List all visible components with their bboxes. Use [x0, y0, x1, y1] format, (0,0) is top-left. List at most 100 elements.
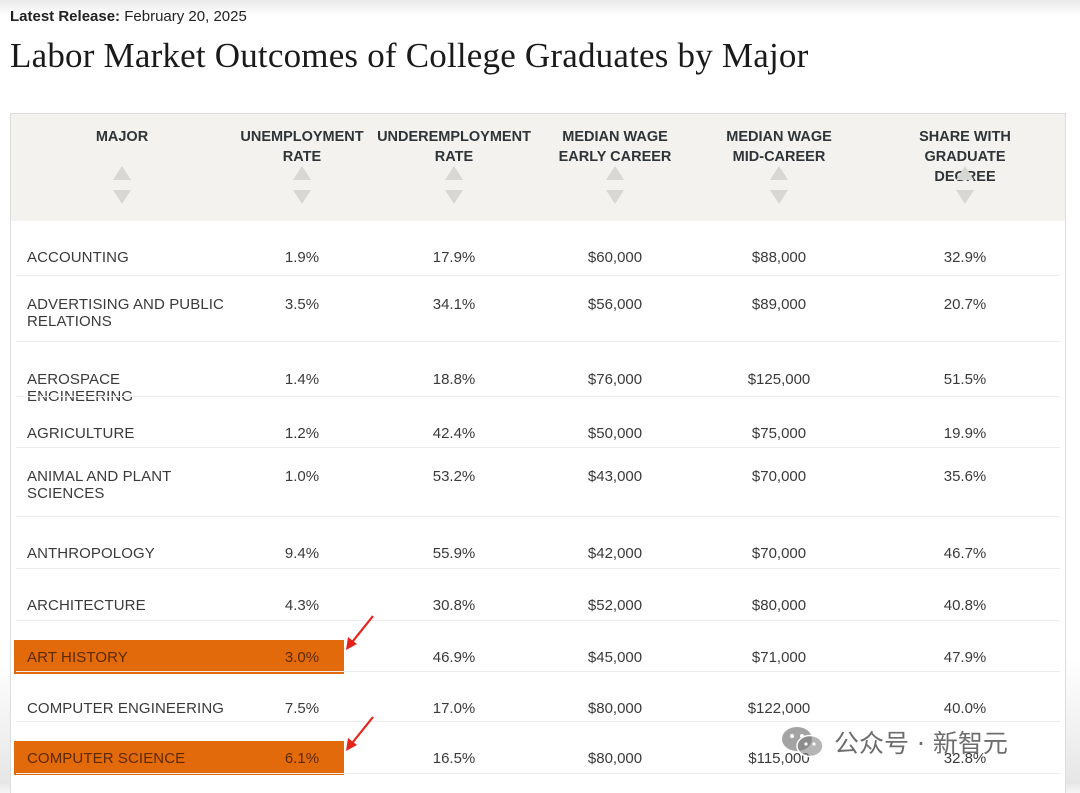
- underemployment-cell: 53.2%: [432, 468, 476, 485]
- mid-cell: $75,000: [751, 425, 807, 442]
- sort-up-icon[interactable]: [445, 166, 463, 180]
- table-row[interactable]: ANTHROPOLOGY 9.4% 55.9% $42,000 $70,000 46.7%: [11, 517, 1065, 569]
- sort-up-icon[interactable]: [293, 166, 311, 180]
- table-row[interactable]: ART HISTORY 3.0% 46.9% $45,000 $71,000 47.9%: [11, 621, 1065, 674]
- column-header-2[interactable]: UNDEREMPLOYMENT RATE: [377, 129, 531, 165]
- major-cell: ADVERTISING AND PUBLIC RELATIONS: [27, 296, 224, 330]
- major-cell: ANTHROPOLOGY: [27, 545, 155, 562]
- sort-down-icon[interactable]: [606, 190, 624, 204]
- table-row[interactable]: ANIMAL AND PLANT SCIENCES 1.0% 53.2% $43,00…: [11, 448, 1065, 517]
- table-header: [11, 114, 1065, 221]
- table-row[interactable]: COMPUTER ENGINEERING 7.5% 17.0% $80,000 $122…: [11, 672, 1065, 722]
- column-header-3[interactable]: MEDIAN WAGE EARLY CAREER: [558, 129, 672, 165]
- watermark-text: 公众号 · 新智元: [834, 729, 1008, 758]
- unemployment-cell: 1.0%: [284, 468, 320, 485]
- mid-cell: $122,000: [747, 700, 811, 717]
- early-cell: $52,000: [587, 597, 643, 614]
- sort-icon[interactable]: [113, 166, 131, 206]
- row-divider: [16, 773, 1060, 774]
- grad-cell: 19.9%: [943, 425, 987, 442]
- column-header-1[interactable]: UNEMPLOYMENT RATE: [240, 129, 364, 165]
- grad-cell: 46.7%: [943, 545, 987, 562]
- grad-cell: 32.9%: [943, 249, 987, 266]
- column-header-4[interactable]: MEDIAN WAGE MID-CAREER: [726, 129, 832, 165]
- annotation-arrow-icon: [346, 716, 374, 751]
- major-cell: ARCHITECTURE: [27, 597, 146, 614]
- early-cell: $50,000: [587, 425, 643, 442]
- sort-up-icon[interactable]: [956, 166, 974, 180]
- sort-icon[interactable]: [293, 166, 311, 206]
- sort-down-icon[interactable]: [956, 190, 974, 204]
- underemployment-cell: 42.4%: [432, 425, 476, 442]
- major-cell: ART HISTORY: [27, 649, 128, 666]
- sort-icon[interactable]: [606, 166, 624, 206]
- major-cell: COMPUTER ENGINEERING: [27, 700, 225, 717]
- unemployment-cell: 9.4%: [284, 545, 320, 562]
- table-row[interactable]: COMPUTER SCIENCE 6.1% 16.5% $80,000 $115,000…: [11, 722, 1065, 775]
- underemployment-cell: 34.1%: [432, 296, 476, 313]
- page-title: Labor Market Outcomes of College Graduat…: [10, 36, 809, 75]
- unemployment-cell: 3.5%: [284, 296, 320, 313]
- table-row[interactable]: ACCOUNTING 1.9% 17.9% $60,000 $88,000 32.9%: [11, 221, 1065, 276]
- annotation-arrow-icon: [346, 615, 374, 650]
- grad-cell: 40.0%: [943, 700, 987, 717]
- sort-up-icon[interactable]: [606, 166, 624, 180]
- table-row[interactable]: AGRICULTURE 1.2% 42.4% $50,000 $75,000 19.9%: [11, 397, 1065, 448]
- row-divider: [16, 341, 1060, 342]
- early-cell: $42,000: [587, 545, 643, 562]
- early-cell: $60,000: [587, 249, 643, 266]
- grad-cell: 51.5%: [943, 371, 987, 388]
- early-cell: $80,000: [587, 750, 643, 767]
- grad-cell: 20.7%: [943, 296, 987, 313]
- mid-cell: $115,000: [748, 750, 810, 767]
- release-date: February 20, 2025: [124, 8, 247, 25]
- mid-cell: $70,000: [751, 545, 807, 562]
- major-cell: AGRICULTURE: [27, 425, 135, 442]
- release-label: Latest Release:: [10, 8, 121, 25]
- table-row[interactable]: ARCHITECTURE 4.3% 30.8% $52,000 $80,000 40.8%: [11, 569, 1065, 621]
- row-divider: [16, 620, 1060, 621]
- underemployment-cell: 46.9%: [432, 649, 476, 666]
- sort-up-icon[interactable]: [770, 166, 788, 180]
- column-header-0[interactable]: MAJOR: [95, 129, 149, 145]
- underemployment-cell: 55.9%: [432, 545, 476, 562]
- sort-up-icon[interactable]: [113, 166, 131, 180]
- row-divider: [16, 721, 1060, 722]
- sort-down-icon[interactable]: [113, 190, 131, 204]
- row-divider: [16, 275, 1060, 276]
- unemployment-cell: 1.9%: [284, 249, 320, 266]
- mid-cell: $88,000: [751, 249, 807, 266]
- row-highlight: [14, 741, 344, 775]
- major-cell: COMPUTER SCIENCE: [27, 750, 186, 767]
- unemployment-cell: 1.2%: [284, 425, 320, 442]
- sort-icon[interactable]: [956, 166, 974, 206]
- mid-cell: $70,000: [751, 468, 807, 485]
- major-cell: ANIMAL AND PLANT SCIENCES: [27, 468, 172, 502]
- row-divider: [16, 396, 1060, 397]
- early-cell: $80,000: [587, 700, 643, 717]
- underemployment-cell: 16.5%: [432, 750, 476, 767]
- table-row[interactable]: ADVERTISING AND PUBLIC RELATIONS 3.5% 34.1…: [11, 276, 1065, 342]
- early-cell: $76,000: [587, 371, 643, 388]
- underemployment-cell: 17.9%: [432, 249, 476, 266]
- sort-down-icon[interactable]: [445, 190, 463, 204]
- sort-down-icon[interactable]: [293, 190, 311, 204]
- grad-cell: 40.8%: [943, 597, 987, 614]
- sort-down-icon[interactable]: [770, 190, 788, 204]
- underemployment-cell: 18.8%: [432, 371, 476, 388]
- sort-icon[interactable]: [445, 166, 463, 206]
- release-info: Latest Release: February 20, 2025: [10, 8, 247, 25]
- wechat-logo-icon: [782, 727, 824, 758]
- major-cell: ACCOUNTING: [27, 249, 129, 266]
- unemployment-cell: 4.3%: [284, 597, 320, 614]
- unemployment-cell: 1.4%: [284, 371, 320, 388]
- unemployment-cell: 7.5%: [284, 700, 320, 717]
- table-row[interactable]: AEROSPACE ENGINEERING 1.4% 18.8% $76,000 $12…: [11, 342, 1065, 405]
- data-table: MAJOR UNEMPLOYMENT RATE UNDEREMPLOYMENT RA…: [10, 113, 1066, 793]
- row-divider: [16, 516, 1060, 517]
- mid-cell: $71,000: [751, 649, 807, 666]
- row-divider: [16, 671, 1060, 672]
- early-cell: $45,000: [587, 649, 643, 666]
- sort-icon[interactable]: [770, 166, 788, 206]
- underemployment-cell: 30.8%: [432, 597, 476, 614]
